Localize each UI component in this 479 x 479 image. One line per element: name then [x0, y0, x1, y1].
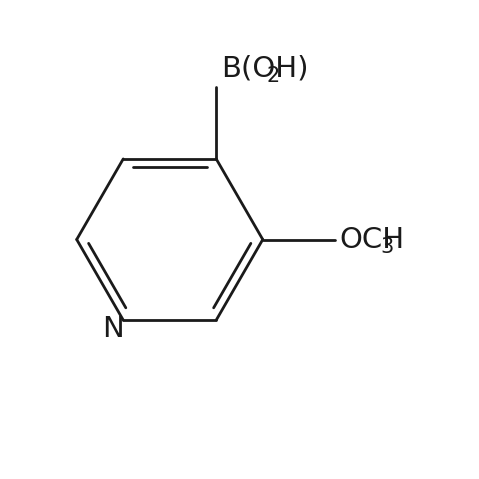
Text: N: N	[102, 315, 124, 343]
Text: OCH: OCH	[340, 226, 405, 253]
Text: 2: 2	[266, 66, 280, 86]
Text: B(OH): B(OH)	[221, 54, 308, 82]
Text: 3: 3	[380, 237, 394, 257]
